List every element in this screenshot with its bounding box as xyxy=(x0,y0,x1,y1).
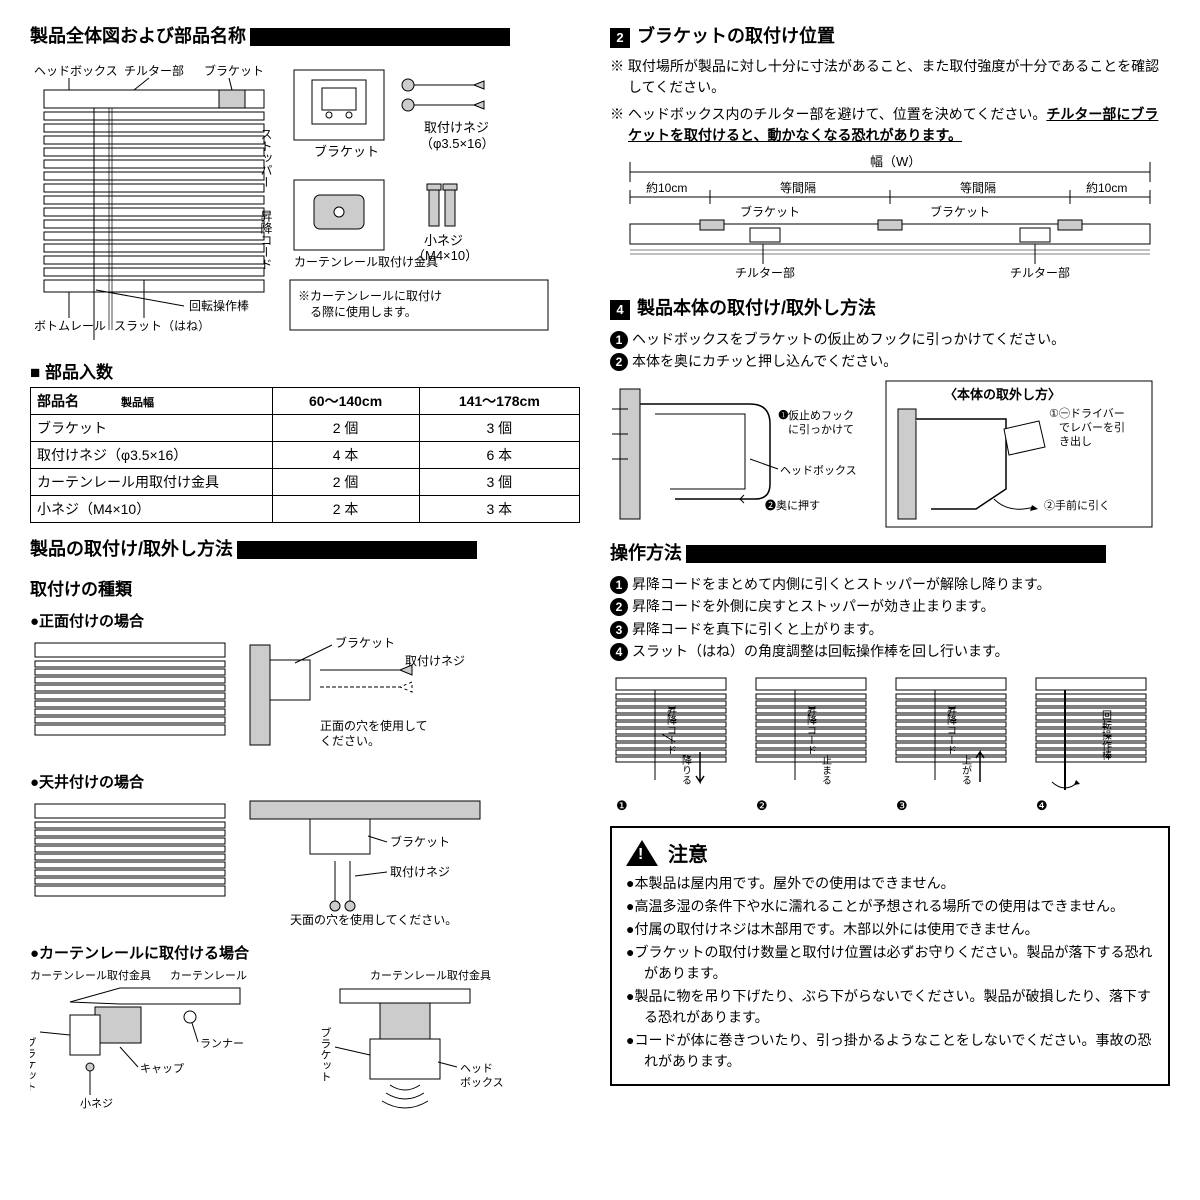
svg-text:〈本体の取外し方〉: 〈本体の取外し方〉 xyxy=(944,387,1061,402)
label-cord: 昇降コード xyxy=(259,210,273,270)
svg-text:チルター部: チルター部 xyxy=(1010,265,1070,280)
svg-text:回転操作棒: 回転操作棒 xyxy=(1100,710,1112,761)
title-install: 製品の取付け/取外し方法 xyxy=(30,533,580,563)
svg-text:ボックス: ボックス xyxy=(460,1076,504,1089)
svg-text:カーテンレール: カーテンレール xyxy=(170,969,247,982)
title-body-install: 4 製品本体の取付け/取外し方法 xyxy=(610,292,1170,322)
svg-text:ブラケット: ブラケット xyxy=(314,144,379,159)
label-headbox: ヘッドボックス xyxy=(34,64,118,78)
warning-list: ●本製品は屋内用です。屋外での使用はできません。 ●高温多湿の条件下や水に濡れる… xyxy=(626,873,1154,1072)
table-row: 取付けネジ（φ3.5×16）4 本6 本 xyxy=(31,442,580,469)
svg-text:①: ① xyxy=(1049,408,1059,420)
svg-text:チルター部: チルター部 xyxy=(735,265,795,280)
right-column: 2 ブラケットの取付け位置 ※ 取付場所が製品に対し十分に寸法があること、また取… xyxy=(610,20,1170,1180)
svg-text:カーテンレール取付金具: カーテンレール取付金具 xyxy=(370,968,491,982)
label-slat: スラット（はね） xyxy=(114,319,210,333)
svg-text:取付けネジ: 取付けネジ xyxy=(424,120,489,135)
table-row: 小ネジ（M4×10）2 本3 本 xyxy=(31,496,580,523)
parts-diagram: ブラケット 取付けネジ （φ3.5×16） カーテンレール取付け金具 小ネジ xyxy=(284,60,576,340)
svg-text:ヘッド: ヘッド xyxy=(460,1063,493,1075)
title-overview: 製品全体図および部品名称 xyxy=(30,20,580,50)
svg-text:ランナー: ランナー xyxy=(200,1037,244,1050)
svg-text:ブラケット: ブラケット xyxy=(390,834,450,849)
svg-text:取付けネジ: 取付けネジ xyxy=(405,654,465,668)
svg-text:❷奥に押す: ❷奥に押す xyxy=(765,498,820,512)
title-operation: 操作方法 xyxy=(610,537,1170,567)
svg-text:等間隔: 等間隔 xyxy=(960,181,996,195)
svg-text:等間隔: 等間隔 xyxy=(780,181,816,195)
svg-text:昇降コード: 昇降コード xyxy=(805,705,817,755)
svg-text:昇降コード: 昇降コード xyxy=(665,705,677,755)
install-remove-figure: ❶ 仮止めフック に引っかけて ヘッドボックス ❷奥に押す 〈本体の取外し方〉 … xyxy=(610,379,1170,529)
ceil-mount-title: ●天井付けの場合 xyxy=(30,771,580,792)
rail-mount-title: ●カーテンレールに取付ける場合 xyxy=(30,942,580,963)
svg-text:る際に使用します。: る際に使用します。 xyxy=(298,304,417,319)
svg-text:（φ3.5×16）: （φ3.5×16） xyxy=(420,136,495,151)
svg-text:カーテンレール取付金具: カーテンレール取付金具 xyxy=(30,968,151,982)
svg-text:取付けネジ: 取付けネジ xyxy=(390,865,450,879)
svg-text:き出し: き出し xyxy=(1059,434,1092,448)
svg-text:ブラケット: ブラケット xyxy=(319,1026,332,1082)
label-bracket: ブラケット xyxy=(204,63,264,78)
title-parts-count: ■ 部品入数 xyxy=(30,358,580,383)
svg-text:小ネジ: 小ネジ xyxy=(424,233,463,248)
warning-icon xyxy=(626,840,658,866)
svg-text:ください。: ください。 xyxy=(320,734,380,748)
svg-text:正面の穴を使用して: 正面の穴を使用して xyxy=(320,718,428,733)
svg-text:約10cm: 約10cm xyxy=(1086,180,1127,195)
table-row: ブラケット2 個3 個 xyxy=(31,415,580,442)
install-steps: 1ヘッドボックスをブラケットの仮止めフックに引っかけてください。 2本体を奥にカ… xyxy=(610,328,1170,373)
overview-figure: ヘッドボックス チルター部 ブラケット ストッパー 昇降コード 回転操作棒 ボト… xyxy=(30,56,580,344)
svg-text:降りる: 降りる xyxy=(680,754,692,785)
svg-text:ブラケット: ブラケット xyxy=(740,204,800,219)
svg-text:でレバーを引: でレバーを引 xyxy=(1059,420,1125,434)
svg-text:昇降コード: 昇降コード xyxy=(945,705,957,755)
svg-text:天面の穴を使用してください。: 天面の穴を使用してください。 xyxy=(290,912,457,926)
label-tilter: チルター部 xyxy=(124,63,184,78)
svg-text:小ネジ: 小ネジ xyxy=(80,1097,113,1110)
title-bracket-pos: 2 ブラケットの取付け位置 xyxy=(610,20,1170,50)
svg-text:キャップ: キャップ xyxy=(140,1062,184,1075)
pos-note-2: ※ ヘッドボックス内のチルター部を避けて、位置を決めてください。チルター部にブラ… xyxy=(610,104,1170,146)
rail-note: ※カーテンレールに取付け xyxy=(298,289,442,303)
ceil-mount-figure: ブラケット 取付けネジ 天面の穴を使用してください。 xyxy=(30,796,580,926)
warning-box: 注意 ●本製品は屋内用です。屋外での使用はできません。 ●高温多湿の条件下や水に… xyxy=(610,826,1170,1086)
svg-text:ブラケット: ブラケット xyxy=(335,635,395,650)
svg-text:ヘッドボックス: ヘッドボックス xyxy=(780,464,857,477)
svg-text:に引っかけて: に引っかけて xyxy=(788,422,854,436)
svg-text:仮止めフック: 仮止めフック xyxy=(788,409,854,422)
bracket-position-diagram: 幅（W） 約10cm 等間隔 等間隔 約10cm ブラケット ブラケット チルタ… xyxy=(610,152,1170,292)
sub-types: 取付けの種類 xyxy=(30,575,580,600)
warning-title: 注意 xyxy=(626,838,1154,867)
svg-text:②手前に引く: ②手前に引く xyxy=(1044,498,1110,512)
svg-text:幅（W）: 幅（W） xyxy=(870,154,921,169)
label-bottomrail: ボトムレール xyxy=(34,319,106,333)
pos-note-1: ※ 取付場所が製品に対し十分に寸法があること、また取付強度が十分であることを確認… xyxy=(610,56,1170,98)
front-mount-figure: ブラケット 取付けネジ 正面の穴を使用して ください。 xyxy=(30,635,580,755)
operation-diagram: 昇降コード 降りる ❶ 昇降コード 止まる ❷ xyxy=(610,670,1170,820)
svg-text:❶: ❶ xyxy=(616,798,628,813)
parts-table: 部品名 製品幅 60〜140cm 141〜178cm ブラケット2 個3 個 取… xyxy=(30,387,580,523)
svg-text:上がる: 上がる xyxy=(960,755,972,785)
left-column: 製品全体図および部品名称 ヘッドボックス チルター部 xyxy=(30,20,580,1180)
svg-text:約10cm: 約10cm xyxy=(646,180,687,195)
label-rod: 回転操作棒 xyxy=(189,298,249,313)
operation-steps: 1昇降コードをまとめて内側に引くとストッパーが解除し降ります。 2昇降コードを外… xyxy=(610,573,1170,663)
label-stopper: ストッパー xyxy=(259,128,273,188)
blind-diagram: ヘッドボックス チルター部 ブラケット ストッパー 昇降コード 回転操作棒 ボト… xyxy=(34,60,274,340)
svg-text:止まる: 止まる xyxy=(820,755,832,785)
front-mount-title: ●正面付けの場合 xyxy=(30,610,580,631)
rail-mount-figure: カーテンレール取付金具 カーテンレール ブラケット キャップ ランナー 小ネジ … xyxy=(30,967,580,1117)
svg-text:（M4×10）: （M4×10） xyxy=(412,248,478,263)
svg-text:❷: ❷ xyxy=(756,798,768,813)
svg-text:❸: ❸ xyxy=(896,798,908,813)
svg-text:ブラケット: ブラケット xyxy=(930,204,990,219)
svg-text:ブラケット: ブラケット xyxy=(30,1036,37,1092)
svg-text:㊀ドライバー: ㊀ドライバー xyxy=(1059,407,1125,420)
svg-text:❹: ❹ xyxy=(1036,798,1048,813)
table-row: カーテンレール用取付け金具2 個3 個 xyxy=(31,469,580,496)
